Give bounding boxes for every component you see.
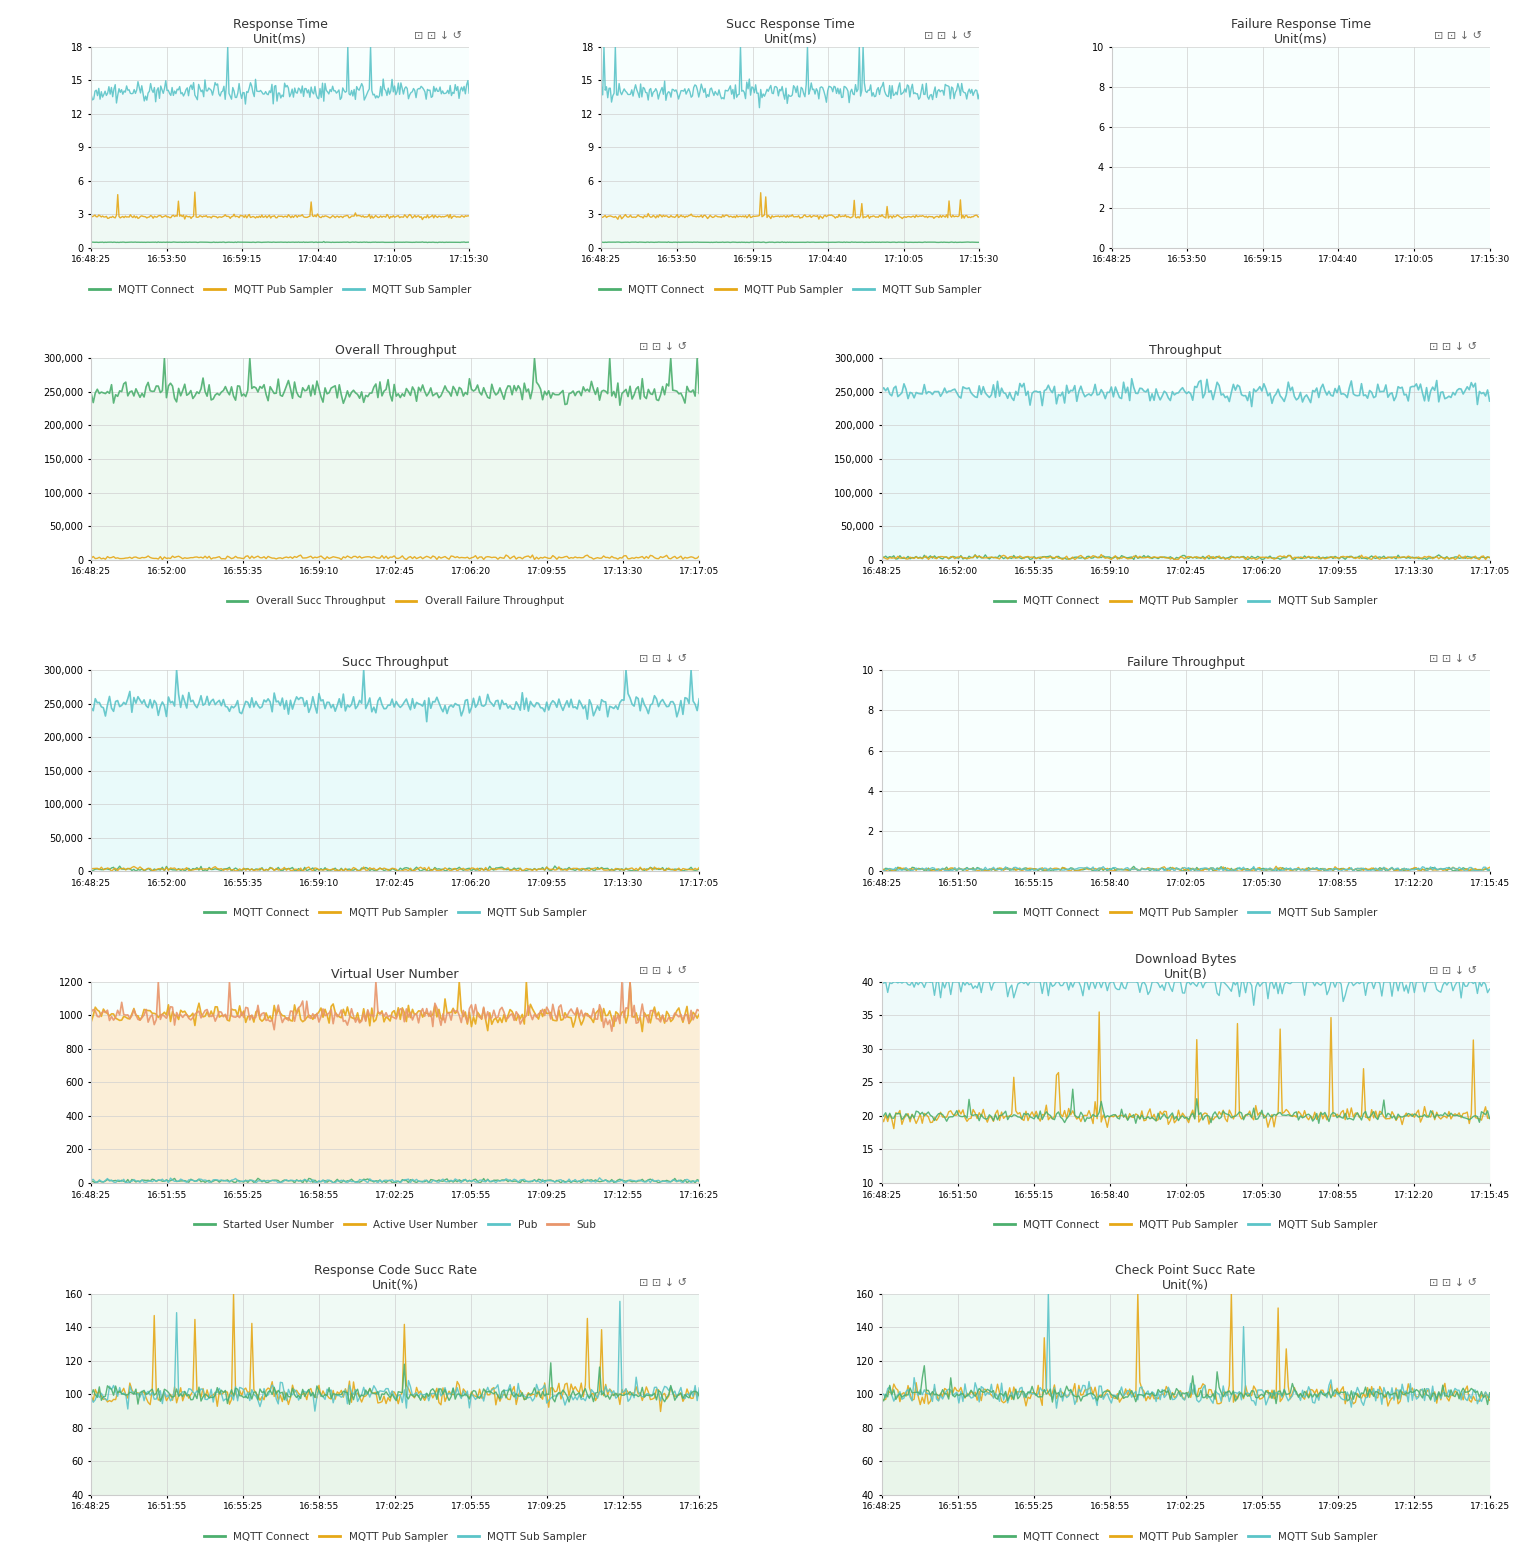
Legend: Started User Number, Active User Number, Pub, Sub: Started User Number, Active User Number,… (190, 1216, 600, 1235)
Legend: MQTT Connect, MQTT Pub Sampler, MQTT Sub Sampler: MQTT Connect, MQTT Pub Sampler, MQTT Sub… (990, 1216, 1382, 1235)
Legend: MQTT Connect, MQTT Pub Sampler, MQTT Sub Sampler: MQTT Connect, MQTT Pub Sampler, MQTT Sub… (85, 280, 476, 299)
Text: ⊡ ⊡ ↓ ↺: ⊡ ⊡ ↓ ↺ (638, 343, 687, 352)
Text: ⊡ ⊡ ↓ ↺: ⊡ ⊡ ↓ ↺ (1429, 1277, 1477, 1288)
Text: ⊡ ⊡ ↓ ↺: ⊡ ⊡ ↓ ↺ (924, 31, 971, 40)
Text: ⊡ ⊡ ↓ ↺: ⊡ ⊡ ↓ ↺ (1429, 965, 1477, 976)
Title: Download Bytes
Unit(B): Download Bytes Unit(B) (1135, 953, 1236, 981)
Text: ⊡ ⊡ ↓ ↺: ⊡ ⊡ ↓ ↺ (1429, 343, 1477, 352)
Title: Response Time
Unit(ms): Response Time Unit(ms) (233, 17, 328, 45)
Text: ⊡ ⊡ ↓ ↺: ⊡ ⊡ ↓ ↺ (638, 1277, 687, 1288)
Legend: MQTT Connect, MQTT Pub Sampler, MQTT Sub Sampler: MQTT Connect, MQTT Pub Sampler, MQTT Sub… (990, 592, 1382, 610)
Text: ⊡ ⊡ ↓ ↺: ⊡ ⊡ ↓ ↺ (413, 31, 462, 40)
Text: ⊡ ⊡ ↓ ↺: ⊡ ⊡ ↓ ↺ (638, 654, 687, 665)
Title: Failure Throughput: Failure Throughput (1126, 655, 1245, 670)
Title: Throughput: Throughput (1149, 344, 1222, 357)
Title: Response Code Succ Rate
Unit(%): Response Code Succ Rate Unit(%) (313, 1264, 477, 1292)
Legend: Overall Succ Throughput, Overall Failure Throughput: Overall Succ Throughput, Overall Failure… (222, 592, 568, 610)
Title: Failure Response Time
Unit(ms): Failure Response Time Unit(ms) (1231, 17, 1371, 45)
Text: ⊡ ⊡ ↓ ↺: ⊡ ⊡ ↓ ↺ (1433, 31, 1482, 40)
Legend: MQTT Connect, MQTT Pub Sampler, MQTT Sub Sampler: MQTT Connect, MQTT Pub Sampler, MQTT Sub… (594, 280, 986, 299)
Title: Check Point Succ Rate
Unit(%): Check Point Succ Rate Unit(%) (1116, 1264, 1256, 1292)
Legend: MQTT Connect, MQTT Pub Sampler, MQTT Sub Sampler: MQTT Connect, MQTT Pub Sampler, MQTT Sub… (990, 905, 1382, 922)
Title: Succ Response Time
Unit(ms): Succ Response Time Unit(ms) (727, 17, 854, 45)
Legend: MQTT Connect, MQTT Pub Sampler, MQTT Sub Sampler: MQTT Connect, MQTT Pub Sampler, MQTT Sub… (199, 905, 591, 922)
Text: ⊡ ⊡ ↓ ↺: ⊡ ⊡ ↓ ↺ (1429, 654, 1477, 665)
Legend: MQTT Connect, MQTT Pub Sampler, MQTT Sub Sampler: MQTT Connect, MQTT Pub Sampler, MQTT Sub… (199, 1527, 591, 1546)
Title: Overall Throughput: Overall Throughput (334, 344, 456, 357)
Text: ⊡ ⊡ ↓ ↺: ⊡ ⊡ ↓ ↺ (638, 965, 687, 976)
Title: Virtual User Number: Virtual User Number (331, 968, 459, 981)
Title: Succ Throughput: Succ Throughput (342, 655, 448, 670)
Legend: MQTT Connect, MQTT Pub Sampler, MQTT Sub Sampler: MQTT Connect, MQTT Pub Sampler, MQTT Sub… (990, 1527, 1382, 1546)
